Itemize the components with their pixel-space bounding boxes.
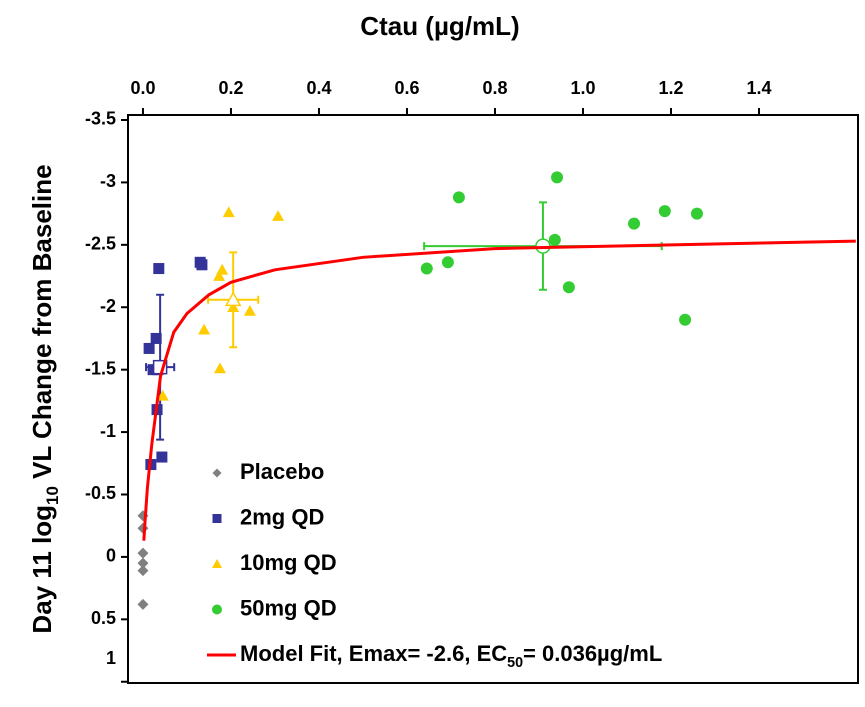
mean-point <box>224 291 242 307</box>
data-point <box>213 270 226 281</box>
x-tick-label: 1.4 <box>746 78 771 98</box>
x-tick-label: 0.4 <box>306 78 331 98</box>
y-tick-label: 1 <box>106 648 116 668</box>
data-point <box>658 205 671 218</box>
y-tick-label: -1 <box>100 421 116 441</box>
x-tick-label: 0.8 <box>482 78 507 98</box>
x-tick-label: 0.2 <box>218 78 243 98</box>
data-point <box>562 281 575 294</box>
data-point <box>198 323 211 335</box>
y-tick-label: -3.5 <box>85 109 116 129</box>
y-axis-label-part: Day 11 log <box>27 505 57 634</box>
legend-label: 2mg QD <box>240 504 324 529</box>
legend-marker <box>212 468 222 478</box>
data-point <box>137 598 149 610</box>
x-tick-label: 0.6 <box>394 78 419 98</box>
data-point <box>137 565 149 577</box>
y-axis-label-part: VL Change from Baseline <box>27 164 57 486</box>
legend-marker <box>212 559 222 568</box>
x-tick-label: 0.0 <box>130 78 155 98</box>
data-point <box>628 217 641 230</box>
data-point <box>213 362 226 374</box>
legend-label: Placebo <box>240 459 324 484</box>
y-tick-label: -2 <box>100 296 116 316</box>
y-tick-label: -0.5 <box>85 483 116 503</box>
y-tick-label: 0.5 <box>91 608 116 628</box>
legend-label-part: Model Fit, Emax= -2.6, EC <box>240 641 507 666</box>
data-point <box>690 207 703 220</box>
data-point <box>222 206 235 218</box>
data-point <box>452 191 465 204</box>
chart-title: Ctau (µg/mL) <box>360 11 519 41</box>
data-point <box>150 332 162 344</box>
legend-label-part: 50 <box>507 655 523 671</box>
data-point <box>137 547 149 559</box>
legend-marker <box>212 514 222 523</box>
y-tick-label: -3 <box>100 171 116 191</box>
legend-marker <box>212 604 222 615</box>
x-tick-label: 1.0 <box>570 78 595 98</box>
data-point <box>548 233 561 246</box>
data-point <box>156 451 168 463</box>
data-point <box>137 557 149 569</box>
data-point <box>551 171 564 184</box>
y-tick-label: -1.5 <box>85 358 116 378</box>
x-tick-label: 1.2 <box>658 78 683 98</box>
y-tick-label: -2.5 <box>85 234 116 254</box>
y-axis-label: Day 11 log10 VL Change from Baseline <box>27 164 62 633</box>
legend-label-part: = 0.036µg/mL <box>523 641 662 666</box>
data-point <box>420 262 433 275</box>
plot-frame <box>127 114 859 684</box>
legend-label: Model Fit, Emax= -2.6, EC50= 0.036µg/mL <box>240 641 662 671</box>
legend-label: 10mg QD <box>240 550 337 575</box>
fit-line <box>142 239 856 541</box>
data-point <box>156 389 169 401</box>
y-tick-label: 0 <box>106 546 116 566</box>
data-point <box>272 210 285 221</box>
data-point <box>143 342 155 354</box>
data-point <box>196 259 208 271</box>
data-point <box>441 256 454 269</box>
data-point <box>243 304 256 316</box>
data-point <box>153 263 165 275</box>
legend-label: 50mg QD <box>240 595 337 620</box>
y-axis-label-part: 10 <box>43 486 62 505</box>
data-point <box>679 313 692 326</box>
